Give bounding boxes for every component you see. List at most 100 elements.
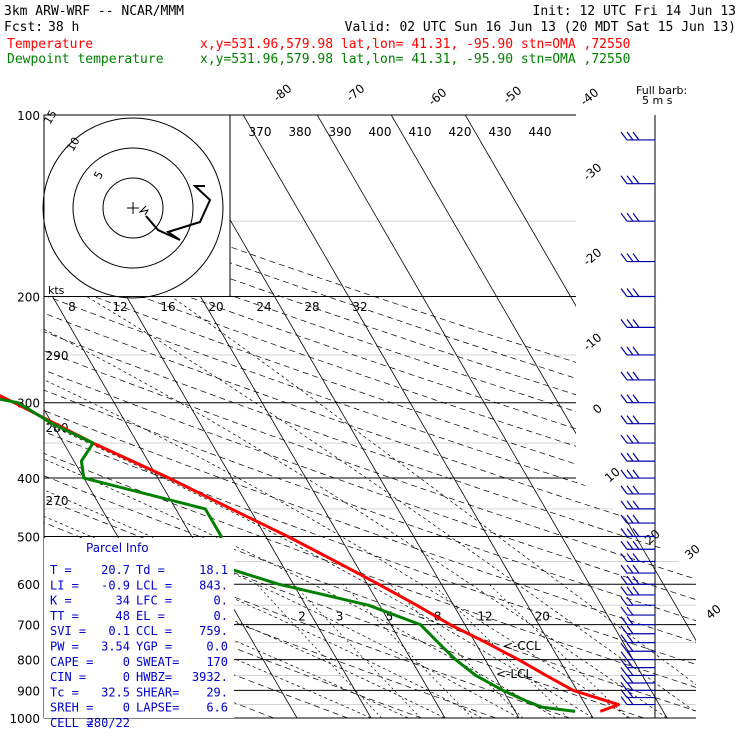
parcel-label: YGP = xyxy=(136,640,172,654)
barb-flag xyxy=(632,212,640,222)
barb-flag xyxy=(620,586,628,596)
parcel-value: -0.9 xyxy=(101,578,130,592)
barb-flag xyxy=(626,175,634,185)
wind-barb xyxy=(620,514,655,524)
moist-adiabat-line xyxy=(44,321,372,718)
hodo-speed-tick: 28 xyxy=(304,300,319,314)
wind-barb xyxy=(620,415,655,425)
barb-flag xyxy=(626,634,634,644)
pressure-tick-label: 400 xyxy=(17,472,40,486)
mixing-ratio-label: 20 xyxy=(535,610,550,624)
wind-barb xyxy=(620,540,655,550)
barb-flag xyxy=(620,553,628,562)
wind-barb xyxy=(620,625,655,635)
wind-barb xyxy=(620,212,655,222)
forecast-hour: 38 h xyxy=(48,20,79,35)
wind-barb xyxy=(620,528,655,538)
parcel-label: CIN = xyxy=(50,670,86,684)
barb-flag xyxy=(626,288,634,297)
barb-flag xyxy=(626,682,634,691)
parcel-label: CAPE = xyxy=(50,655,93,669)
parcel-value: 170 xyxy=(206,655,228,669)
level-annotation: <-CCL xyxy=(503,639,541,653)
dry-adiabat-line xyxy=(44,115,696,718)
barb-flag xyxy=(626,319,634,328)
barb-flag xyxy=(620,131,628,141)
theta-label: 430 xyxy=(489,125,512,139)
wind-barb xyxy=(620,131,655,141)
profiles xyxy=(0,394,620,713)
barb-flag xyxy=(626,371,634,381)
dry-adiabat-line xyxy=(44,115,696,718)
mixing-ratio-line xyxy=(293,583,421,718)
mixing-ratio-line xyxy=(432,583,569,718)
isotherm-label: 0 xyxy=(590,401,605,417)
barb-flag xyxy=(620,625,628,635)
wind-barb xyxy=(620,689,655,699)
dry-adiabat-line xyxy=(44,115,696,718)
barb-flag xyxy=(620,434,628,444)
parcel-label: LI = xyxy=(50,578,79,592)
isotherm-label: -10 xyxy=(580,330,604,353)
isotherm-line xyxy=(0,115,1,718)
barb-flag xyxy=(626,642,634,652)
barb-flag xyxy=(626,434,634,444)
wind-barb xyxy=(620,452,655,462)
barb-flag xyxy=(626,696,634,705)
wind-barb xyxy=(620,485,655,495)
barb-flag xyxy=(620,596,628,606)
barb-flag xyxy=(620,674,628,684)
barb-flag xyxy=(626,212,634,222)
hodo-speed-tick: 24 xyxy=(256,300,271,314)
forecast-label: Fcst: xyxy=(4,20,43,35)
parcel-value: 759. xyxy=(199,624,228,638)
wind-barb xyxy=(620,319,655,328)
wind-barb xyxy=(620,500,655,510)
barb-flag xyxy=(632,394,640,404)
wind-barb xyxy=(620,651,655,661)
barb-flag xyxy=(632,131,640,141)
dry-adiabat-line xyxy=(44,115,696,718)
barb-flag xyxy=(620,682,628,691)
parcel-label: Td = xyxy=(136,563,165,577)
parcel-value: 34 xyxy=(116,594,130,608)
theta-label: 390 xyxy=(329,125,352,139)
barb-flag xyxy=(620,564,628,574)
wind-barb xyxy=(620,667,655,677)
wind-barbs xyxy=(620,115,656,718)
barb-flag xyxy=(626,606,634,616)
barb-flag xyxy=(632,434,640,444)
parcel-value: 0. xyxy=(214,609,228,623)
barb-flag xyxy=(620,485,628,495)
temperature-legend: Temperature xyxy=(7,37,93,52)
barb-flag xyxy=(626,575,634,585)
barb-flag xyxy=(632,528,640,537)
barb-flag xyxy=(626,452,634,462)
wind-barb xyxy=(620,596,655,606)
barb-flag xyxy=(626,659,634,668)
barb-flag xyxy=(626,596,634,606)
barb-flag xyxy=(620,500,628,510)
parcel-label: Tc = xyxy=(50,685,79,699)
pressure-tick-label: 500 xyxy=(17,530,40,544)
barb-flag xyxy=(632,540,640,550)
hodo-speed-tick: 32 xyxy=(352,300,367,314)
isotherm-label: 30 xyxy=(682,542,703,563)
barb-flag xyxy=(632,346,640,356)
barb-flag xyxy=(632,485,640,495)
theta-low-label: 290 xyxy=(46,349,69,363)
theta-low-label: 270 xyxy=(46,494,69,508)
wind-barb xyxy=(620,253,655,263)
parcel-info-background xyxy=(44,538,234,718)
theta-label: 370 xyxy=(249,125,272,139)
barb-flag xyxy=(632,564,640,574)
parcel-label: TT = xyxy=(50,609,79,623)
hodo-ring-middle xyxy=(72,147,194,269)
hodo-ring-label: 10 xyxy=(64,135,82,154)
theta-label: 380 xyxy=(289,125,312,139)
barb-flag xyxy=(620,288,628,297)
hodo-trace-low xyxy=(138,205,150,216)
parcel-label: SHEAR= xyxy=(136,685,179,699)
